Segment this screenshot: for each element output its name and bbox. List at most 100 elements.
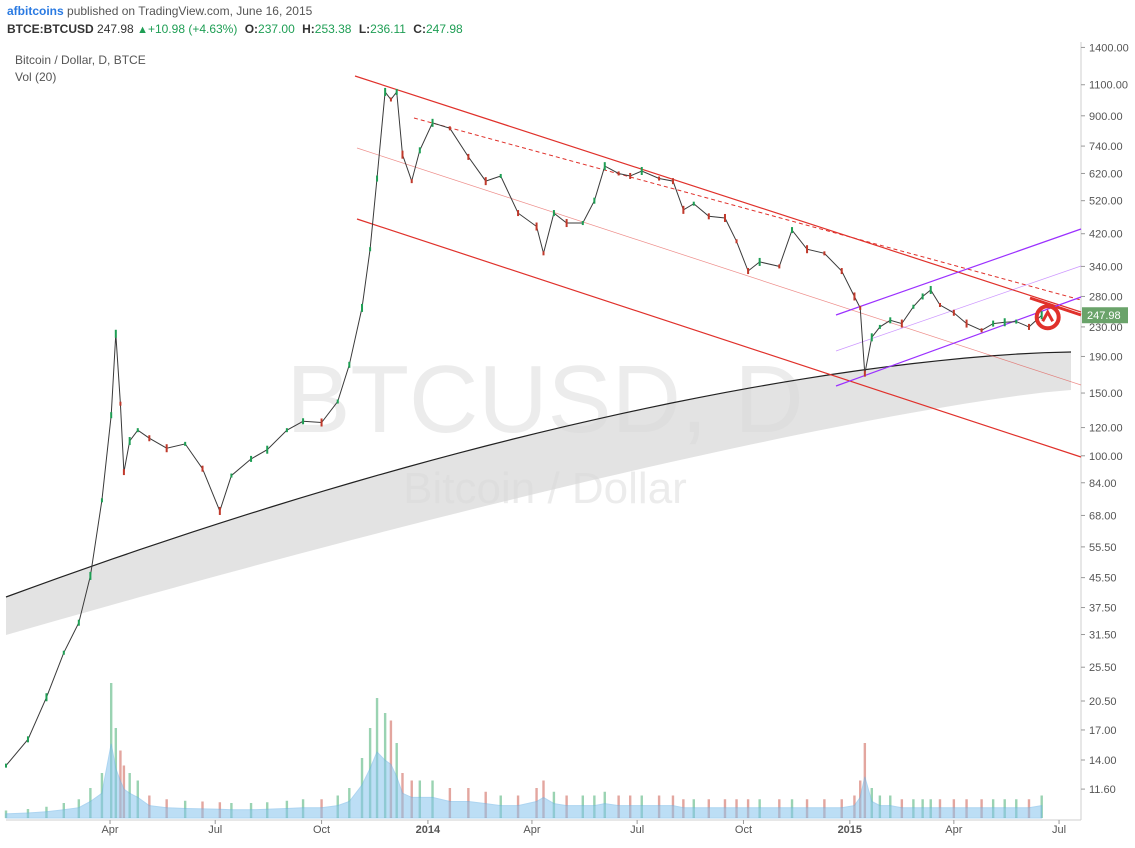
y-tick-label: 17.00 bbox=[1089, 725, 1117, 737]
trendlines bbox=[5, 75, 1082, 635]
channel-dashed-line bbox=[413, 117, 1082, 301]
last-price-label: 247.98 bbox=[1087, 310, 1121, 322]
price-candle bbox=[114, 329, 117, 338]
price-candle bbox=[682, 205, 685, 214]
price-candle bbox=[542, 251, 545, 256]
price-candle bbox=[889, 317, 892, 324]
price-candle bbox=[148, 435, 151, 442]
price-candle bbox=[1040, 311, 1043, 320]
price-candle bbox=[823, 251, 826, 256]
price-candle bbox=[603, 162, 606, 171]
price-candle bbox=[840, 268, 843, 275]
publish-info: afbitcoins published on TradingView.com,… bbox=[7, 4, 312, 18]
price-candle bbox=[89, 571, 92, 580]
y-tick-label: 740.00 bbox=[1089, 141, 1123, 153]
price-candle bbox=[723, 213, 726, 222]
channel-upper-line bbox=[354, 75, 1082, 313]
y-tick-label: 620.00 bbox=[1089, 168, 1123, 180]
x-tick-label: Oct bbox=[735, 824, 752, 836]
y-tick-label: 150.00 bbox=[1089, 388, 1123, 400]
y-tick-label: 900.00 bbox=[1089, 111, 1123, 123]
price-candle bbox=[184, 441, 187, 446]
price-candle bbox=[448, 126, 451, 131]
price-candle bbox=[165, 444, 168, 453]
y-tick-label: 45.50 bbox=[1089, 573, 1117, 585]
price-candle bbox=[320, 418, 323, 427]
price-candle bbox=[912, 304, 915, 309]
y-tick-label: 100.00 bbox=[1089, 451, 1123, 463]
price-candle bbox=[870, 333, 873, 342]
y-tick-label: 37.50 bbox=[1089, 603, 1117, 615]
x-tick-label: Jul bbox=[208, 824, 222, 836]
support-curve bbox=[5, 351, 1072, 598]
last-price: 247.98 bbox=[97, 22, 134, 36]
price-candle bbox=[1027, 323, 1030, 330]
close-label: C: bbox=[413, 22, 426, 36]
y-tick-label: 520.00 bbox=[1089, 196, 1123, 208]
volume-layer bbox=[4, 683, 1043, 819]
price-candle bbox=[593, 197, 596, 204]
price-candle bbox=[410, 179, 413, 184]
y-tick-label: 230.00 bbox=[1089, 322, 1123, 334]
price-candle bbox=[806, 245, 809, 254]
y-tick-label: 190.00 bbox=[1089, 351, 1123, 363]
rising-channel-mid bbox=[835, 265, 1082, 352]
price-candle bbox=[640, 166, 643, 175]
price-candle bbox=[658, 176, 661, 181]
series-legend[interactable]: Bitcoin / Dollar, D, BTCE bbox=[15, 53, 146, 67]
axes: 1400.00 1100.00 900.00 740.00 620.00 520.00 42… bbox=[101, 42, 1128, 836]
up-arrow-icon bbox=[1041, 309, 1055, 322]
price-candle bbox=[431, 118, 434, 127]
price-candle bbox=[535, 222, 538, 231]
price-candle bbox=[791, 227, 794, 234]
price-candle bbox=[100, 498, 103, 503]
price-candle bbox=[921, 293, 924, 300]
price-candle bbox=[26, 736, 29, 743]
x-tick-label: Apr bbox=[101, 824, 118, 836]
price-candle bbox=[62, 650, 65, 655]
symbol-label[interactable]: BTCE:BTCUSD bbox=[7, 22, 94, 36]
x-tick-label: Oct bbox=[313, 824, 330, 836]
support-band bbox=[6, 352, 1071, 635]
y-tick-label: 25.50 bbox=[1089, 662, 1117, 674]
price-candle bbox=[389, 97, 392, 102]
price-candle bbox=[418, 147, 421, 154]
price-candle bbox=[778, 264, 781, 269]
price-candle bbox=[285, 428, 288, 433]
price-candle bbox=[552, 210, 555, 217]
price-candle bbox=[230, 473, 233, 478]
price-candle bbox=[136, 428, 139, 433]
y-tick-label: 68.00 bbox=[1089, 510, 1117, 522]
x-tick-label: Jul bbox=[1052, 824, 1066, 836]
price-candle bbox=[980, 328, 983, 333]
x-tick-label: 2015 bbox=[838, 824, 862, 836]
plot-frame bbox=[6, 42, 1082, 821]
price-candle bbox=[707, 213, 710, 220]
author-link[interactable]: afbitcoins bbox=[7, 4, 64, 18]
price-candle bbox=[565, 219, 568, 228]
y-tick-label: 120.00 bbox=[1089, 423, 1123, 435]
up-arrow-icon: ▲ bbox=[137, 24, 148, 36]
published-text: published on TradingView.com, June 16, 2… bbox=[67, 4, 313, 18]
low-value: 236.11 bbox=[370, 22, 406, 36]
volume-legend[interactable]: Vol (20) bbox=[15, 70, 57, 84]
price-candle bbox=[581, 221, 584, 226]
price-candle bbox=[395, 88, 398, 95]
price-candle bbox=[336, 399, 339, 404]
price-line bbox=[5, 90, 1043, 766]
price-candle bbox=[853, 292, 856, 301]
x-tick-label: Apr bbox=[523, 824, 540, 836]
y-tick-label: 11.60 bbox=[1089, 784, 1116, 796]
x-tick-label: Jul bbox=[630, 824, 644, 836]
price-candle bbox=[747, 268, 750, 275]
y-tick-label: 55.50 bbox=[1089, 542, 1117, 554]
signal-marker bbox=[1034, 304, 1061, 331]
price-candle bbox=[348, 361, 351, 368]
price-candle bbox=[671, 178, 674, 185]
price-candle bbox=[45, 693, 48, 702]
rising-channel-upper bbox=[835, 228, 1082, 316]
price-candle bbox=[758, 257, 761, 266]
price-candle bbox=[401, 150, 404, 159]
y-tick-label: 20.50 bbox=[1089, 696, 1117, 708]
